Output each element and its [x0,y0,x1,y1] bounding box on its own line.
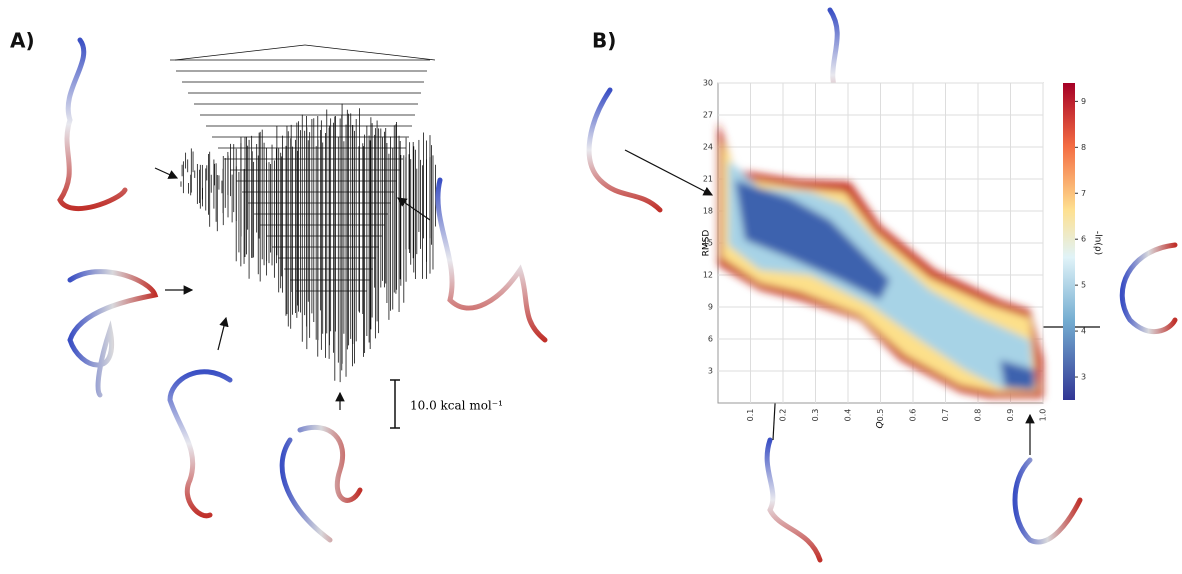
colorbar-tick-label: 5 [1081,281,1086,290]
colorbar [1063,83,1075,400]
rna-structure [67,269,159,398]
rna-structure [586,87,663,213]
y-tick-label: 6 [708,335,713,344]
rna-structure [1119,242,1178,334]
tree-edge [304,44,436,61]
x-tick-label: 0.3 [811,409,820,422]
rna-structure [435,177,548,343]
panel-label: A) [10,29,35,53]
x-tick-label: 0.8 [974,409,983,422]
x-tick-label: 0.2 [779,409,788,422]
colorbar-tick-label: 4 [1081,327,1086,336]
y-tick-label: 12 [703,271,713,280]
arrow [624,149,714,196]
colorbar-tick-label: 8 [1081,143,1086,152]
y-tick-label: 27 [703,111,713,120]
rna-structure [57,37,128,212]
x-tick-label: 0.9 [1006,409,1015,422]
y-tick-label: 21 [703,175,713,184]
y-tick-label: 15 [703,239,713,248]
tree-edge [174,44,306,61]
colorbar-label: -ln(ρ) [1093,231,1103,255]
heatmap-min [735,180,1035,390]
rna-structures [57,7,1178,563]
y-tick-label: 30 [703,79,713,88]
rna-structure [764,437,823,563]
colorbar-tick-label: 7 [1081,189,1086,198]
arrow [217,316,229,351]
rna-structure [1012,457,1083,545]
colorbar-tick-label: 6 [1081,235,1086,244]
x-axis-label: Q [876,421,886,428]
rna-structure [167,369,233,519]
y-tick-label: 9 [708,303,713,312]
disconnectivity-graph [170,44,436,383]
arrow [154,167,179,179]
rna-structure [279,424,363,543]
free-energy-plot: RMSD Q -ln(ρ) 3 6 9 12 15 18 21 24 27 30 0.1 0.2 0.3… [702,79,1103,429]
y-tick-label: 24 [703,143,713,152]
colorbar-tick-label: 3 [1081,373,1086,382]
panel-label: B) [592,29,616,53]
x-tick-label: 0.5 [876,409,885,422]
heatmap [718,122,1043,398]
arrow [397,197,431,221]
x-tick-label: 0.4 [844,409,853,422]
y-tick-label: 3 [708,367,713,376]
y-axis-label: RMSD [702,230,712,257]
colorbar-tick-label: 9 [1081,97,1086,106]
scale-bar-label: 10.0 kcal mol⁻¹ [410,399,503,413]
x-tick-label: 0.1 [746,409,755,422]
x-tick-label: 0.7 [941,409,950,422]
x-tick-label: 1.0 [1039,409,1048,422]
y-tick-label: 18 [703,207,713,216]
x-tick-label: 0.6 [909,409,918,422]
